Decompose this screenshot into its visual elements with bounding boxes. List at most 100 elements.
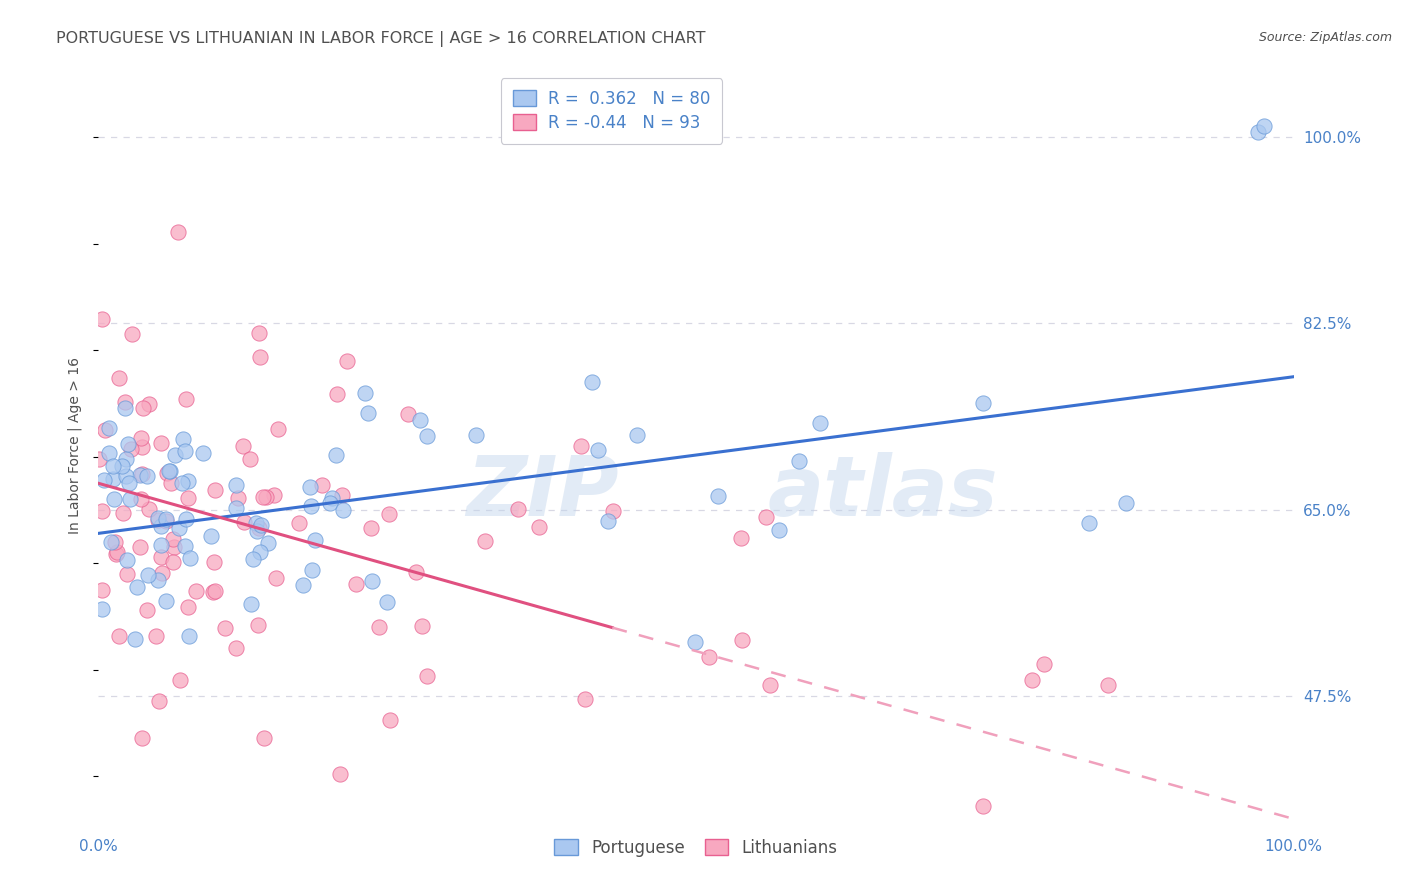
Point [249,545,271,559]
Point [127,580,149,594]
Point [232,439,254,453]
Text: ZIP: ZIP [465,451,619,533]
Point [111,458,134,473]
Point [157,464,180,478]
Point [416,669,439,683]
Point [146,513,169,527]
Text: Source: ZipAtlas.com: Source: ZipAtlas.com [1258,31,1392,45]
Point [108,629,131,643]
Point [409,413,432,427]
Point [380,713,402,727]
Point [267,422,290,436]
Point [288,516,311,531]
Point [569,439,592,453]
Point [787,454,810,468]
Point [602,504,624,518]
Point [129,467,152,482]
Point [148,694,170,708]
Point [150,518,173,533]
Point [177,599,200,614]
Point [179,629,201,643]
Point [808,416,831,430]
Point [131,401,153,415]
Point [117,437,139,451]
Point [173,540,195,554]
Point [330,488,353,502]
Point [155,511,177,525]
Point [246,618,269,632]
Point [115,553,138,567]
Point [1021,673,1043,687]
Point [174,444,197,458]
Point [138,397,160,411]
Point [233,516,256,530]
Point [184,583,207,598]
Point [108,371,131,385]
Point [124,632,146,647]
Point [329,766,352,780]
Point [416,428,439,442]
Point [103,492,125,507]
Point [326,386,349,401]
Point [321,491,343,505]
Point [336,354,359,368]
Point [1253,120,1275,134]
Point [354,386,377,401]
Point [768,523,790,537]
Point [159,464,181,478]
Point [1077,516,1099,530]
Point [247,520,270,534]
Point [162,555,184,569]
Point [177,491,200,506]
Point [129,540,152,554]
Point [177,474,200,488]
Point [160,476,183,491]
Point [707,489,730,503]
Point [378,508,401,522]
Point [697,650,720,665]
Point [104,535,127,549]
Point [299,499,322,513]
Point [225,478,247,492]
Point [242,551,264,566]
Point [225,640,247,655]
Point [357,406,380,420]
Point [138,502,160,516]
Point [150,537,173,551]
Point [87,451,110,466]
Point [163,540,186,554]
Text: PORTUGUESE VS LITHUANIAN IN LABOR FORCE | AGE > 16 CORRELATION CHART: PORTUGUESE VS LITHUANIAN IN LABOR FORCE … [56,31,706,47]
Point [249,351,271,365]
Point [204,483,226,497]
Point [214,621,236,635]
Point [239,451,262,466]
Point [169,673,191,687]
Point [586,442,609,457]
Point [167,521,190,535]
Point [100,535,122,549]
Point [138,568,160,582]
Point [581,375,603,389]
Point [360,521,382,535]
Point [136,603,159,617]
Point [574,692,596,706]
Point [129,431,152,445]
Point [120,491,142,506]
Point [527,520,550,534]
Point [252,490,274,504]
Point [121,327,143,342]
Point [93,474,115,488]
Point [311,478,333,492]
Point [411,619,433,633]
Point [247,326,270,340]
Point [1097,678,1119,692]
Point [377,595,399,609]
Point [90,311,112,326]
Point [257,536,280,550]
Point [1247,125,1270,139]
Point [98,421,121,435]
Point [325,448,347,462]
Point [226,491,249,506]
Point [508,501,530,516]
Point [115,452,138,467]
